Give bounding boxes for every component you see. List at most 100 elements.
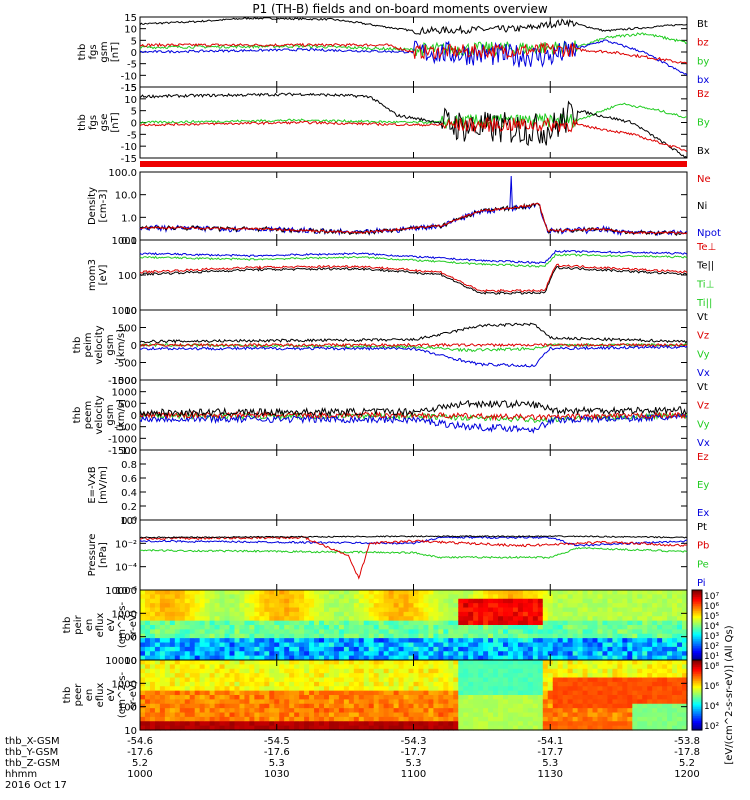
spectrogram-cell — [319, 708, 325, 714]
spectrogram-cell — [662, 725, 668, 731]
spectrogram-cell — [483, 681, 489, 687]
spectrogram-cell — [612, 633, 618, 639]
spectrogram-cell — [304, 725, 310, 731]
spectrogram-cell — [512, 625, 519, 630]
spectrogram-cell — [383, 664, 390, 670]
spectrogram-cell — [254, 629, 260, 635]
y-axis-label: thb — [77, 114, 88, 131]
spectrogram-cell — [149, 708, 156, 714]
spectrogram-cell — [264, 638, 270, 644]
spectrogram-cell — [338, 625, 345, 630]
spectrogram-cell — [617, 673, 623, 679]
spectrogram-cell — [448, 668, 454, 674]
spectrogram-cell — [552, 690, 559, 696]
colorbar-segment — [692, 640, 702, 644]
spectrogram-cell — [264, 660, 270, 665]
spectrogram-cell — [199, 655, 206, 661]
legend-Vx: Vx — [697, 368, 710, 379]
spectrogram-cell — [314, 690, 320, 696]
spectrogram-cell — [199, 638, 206, 644]
spectrogram-cell — [239, 660, 246, 665]
series-Pi — [139, 535, 688, 547]
y-tick-label: 15 — [124, 13, 137, 24]
spectrogram-cell — [229, 611, 236, 617]
colorbar-label: [eV/(cm^2-s-sr-eV)] (All Qs) — [724, 625, 735, 764]
spectrogram-cell — [652, 668, 658, 674]
spectrogram-cell — [418, 655, 425, 661]
spectrogram-cell — [304, 660, 310, 665]
spectrogram-cell — [468, 607, 474, 613]
spectrogram-cell — [507, 716, 514, 722]
spectrogram-cell — [473, 695, 479, 700]
spectrogram-cell — [677, 598, 683, 604]
spectrogram-cell — [552, 712, 559, 718]
spectrogram-cell — [572, 594, 579, 600]
spectrogram-cell — [194, 699, 201, 705]
spectrogram-cell — [264, 699, 270, 705]
spectrogram-cell — [483, 668, 489, 674]
spectrogram-cell — [507, 651, 514, 657]
spectrogram-cell — [463, 703, 469, 709]
spectrogram-cell — [433, 629, 439, 635]
spectrogram-cell — [289, 607, 295, 613]
spectrogram-cell — [229, 699, 236, 705]
x-axis-value: -54.3 — [401, 736, 427, 747]
spectrogram-cell — [488, 660, 494, 665]
spectrogram-cell — [408, 721, 415, 727]
colorbar-tick-label: 10⁶ — [704, 602, 719, 612]
spectrogram-cell — [622, 695, 628, 700]
spectrogram-cell — [149, 677, 156, 683]
spectrogram-cell — [214, 611, 221, 617]
spectrogram-cell — [274, 646, 280, 652]
spectrogram-cell — [328, 590, 335, 595]
spectrogram-cell — [453, 633, 459, 639]
spectrogram-cell — [677, 681, 683, 687]
spectrogram-cell — [373, 655, 380, 661]
spectrogram-cell — [488, 721, 494, 727]
spectrogram-cell — [348, 620, 355, 626]
spectrogram-cell — [483, 633, 489, 639]
spectrogram-cell — [478, 611, 484, 617]
spectrogram-cell — [443, 695, 449, 700]
spectrogram-cell — [522, 686, 529, 692]
spectrogram-cell — [363, 616, 370, 622]
spectrogram-cell — [632, 651, 638, 657]
spectrogram-cell — [572, 616, 579, 622]
spectrogram-cell — [140, 638, 146, 644]
spectrogram-cell — [219, 633, 226, 639]
colorbar-segment — [692, 658, 702, 661]
spectrogram-cell — [532, 673, 539, 679]
spectrogram-cell — [194, 651, 201, 657]
spectrogram-cell — [319, 725, 325, 731]
spectrogram-cell — [602, 655, 609, 661]
spectrogram-cell — [627, 681, 633, 687]
spectrogram-cell — [682, 603, 688, 609]
spectrogram-cell — [224, 633, 231, 639]
spectrogram-cell — [557, 633, 564, 639]
spectrogram-cell — [398, 616, 405, 622]
spectrogram-cell — [373, 664, 380, 670]
spectrogram-cell — [244, 598, 250, 604]
spectrogram-cell — [159, 677, 166, 683]
spectrogram-cell — [189, 629, 196, 635]
spectrogram-cell — [269, 620, 275, 626]
spectrogram-cell — [597, 721, 604, 727]
spectrogram-cell — [204, 594, 211, 600]
spectrogram-cell — [473, 655, 479, 661]
spectrogram-cell — [388, 686, 395, 692]
spectrogram-cell — [393, 695, 400, 700]
spectrogram-cell — [647, 655, 653, 661]
spectrogram-cell — [532, 603, 539, 609]
spectrogram-cell — [448, 655, 454, 661]
spectrogram-cell — [299, 594, 305, 600]
spectrogram-cell — [333, 716, 340, 722]
spectrogram-cell — [488, 725, 494, 731]
spectrogram-cell — [259, 655, 265, 661]
spectrogram-cell — [662, 646, 668, 652]
spectrogram-cell — [607, 629, 614, 635]
spectrogram-cell — [209, 708, 216, 714]
spectrogram-cell — [547, 625, 554, 630]
spectrogram-cell — [239, 712, 246, 718]
colorbar-segment — [692, 609, 702, 612]
